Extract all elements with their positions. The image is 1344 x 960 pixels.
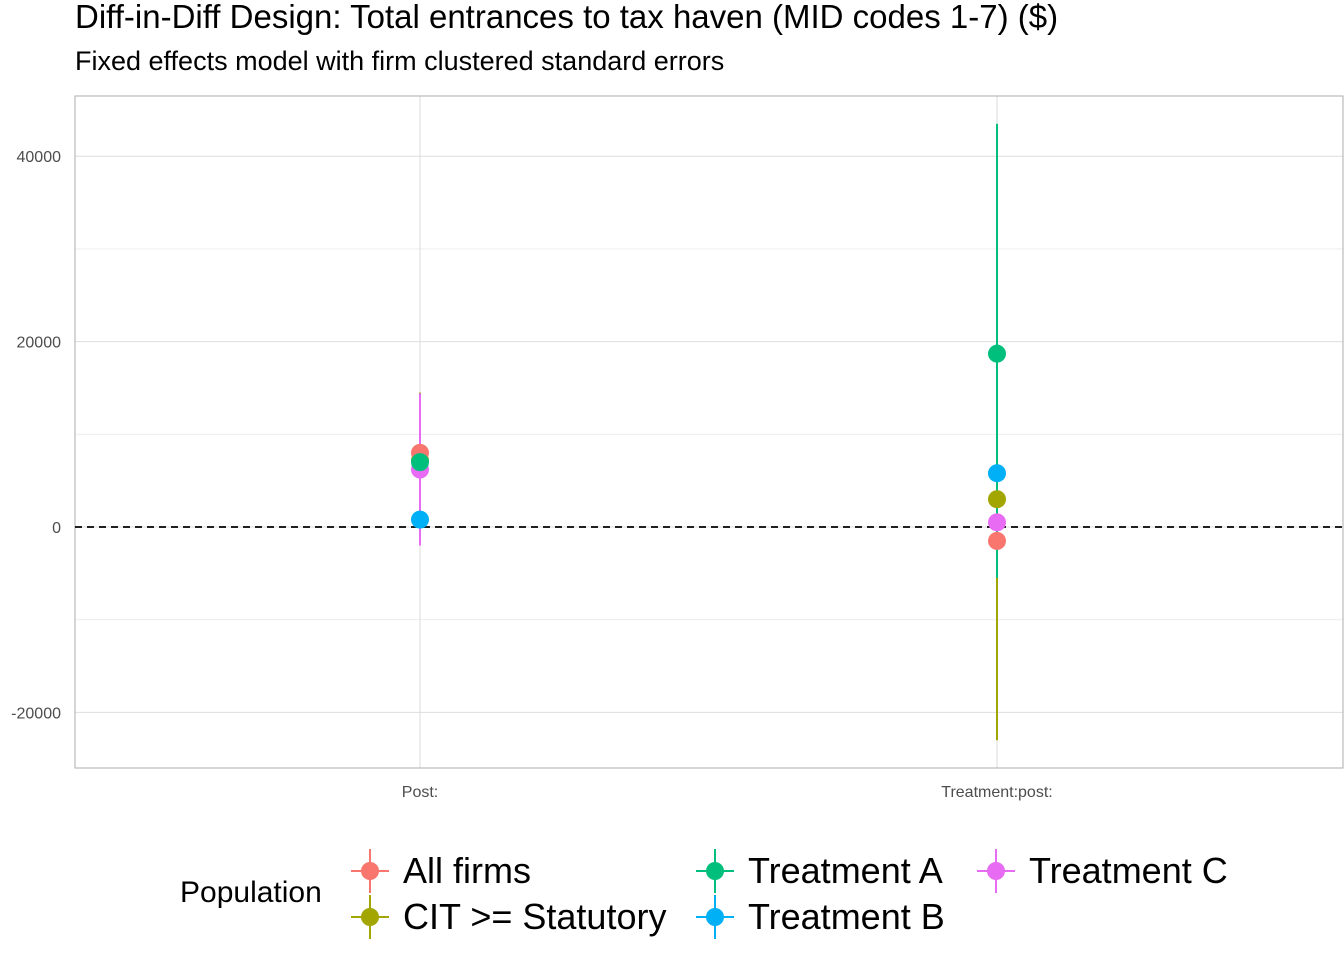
y-tick-label: -20000: [11, 705, 61, 722]
legend: Population All firms CIT >= Statutory Trea…: [180, 846, 1280, 942]
panel-border: [74, 95, 1344, 769]
legend-item: CIT >= Statutory: [350, 894, 666, 940]
legend-label: All firms: [403, 850, 531, 891]
legend-key-point: [987, 862, 1005, 880]
legend-key-point: [706, 908, 724, 926]
legend-label: Treatment C: [1029, 850, 1228, 891]
data-point: [988, 464, 1006, 483]
x-tick-label: Post:: [402, 784, 438, 801]
plot-area: 40000 20000 0 -20000 Post: Treatment:post:: [11, 95, 1344, 801]
legend-label: Treatment B: [748, 896, 945, 937]
data-point: [411, 453, 429, 472]
y-tick-label: 40000: [17, 149, 62, 166]
data-point: [988, 513, 1006, 532]
legend-key: [977, 849, 1015, 893]
gridlines: [75, 96, 1343, 768]
data-point: [988, 531, 1006, 550]
data-point: [411, 510, 429, 529]
legend-item: Treatment B: [695, 894, 945, 940]
legend-key: [351, 849, 389, 893]
chart-subtitle: Fixed effects model with firm clustered …: [75, 46, 725, 76]
legend-key: [351, 895, 389, 939]
axes: 40000 20000 0 -20000 Post: Treatment:post:: [11, 95, 1344, 801]
data-marks: [75, 123, 1343, 741]
y-tick-label: 20000: [17, 335, 62, 352]
x-tick-label: Treatment:post:: [941, 784, 1052, 801]
legend-key-point: [361, 908, 379, 926]
chart-title: Diff-in-Diff Design: Total entrances to …: [75, 0, 1059, 35]
legend-label: Treatment A: [748, 850, 943, 891]
legend-key-point: [361, 862, 379, 880]
y-tick-label: 0: [52, 520, 61, 537]
legend-item: Treatment A: [695, 848, 943, 894]
data-point: [988, 490, 1006, 509]
legend-label: CIT >= Statutory: [403, 896, 667, 937]
legend-title: Population: [180, 876, 322, 909]
data-point: [988, 344, 1006, 363]
legend-key-point: [706, 862, 724, 880]
legend-item: Treatment C: [976, 848, 1228, 894]
legend-key: [696, 895, 734, 939]
legend-item: All firms: [350, 848, 531, 894]
legend-key: [696, 849, 734, 893]
